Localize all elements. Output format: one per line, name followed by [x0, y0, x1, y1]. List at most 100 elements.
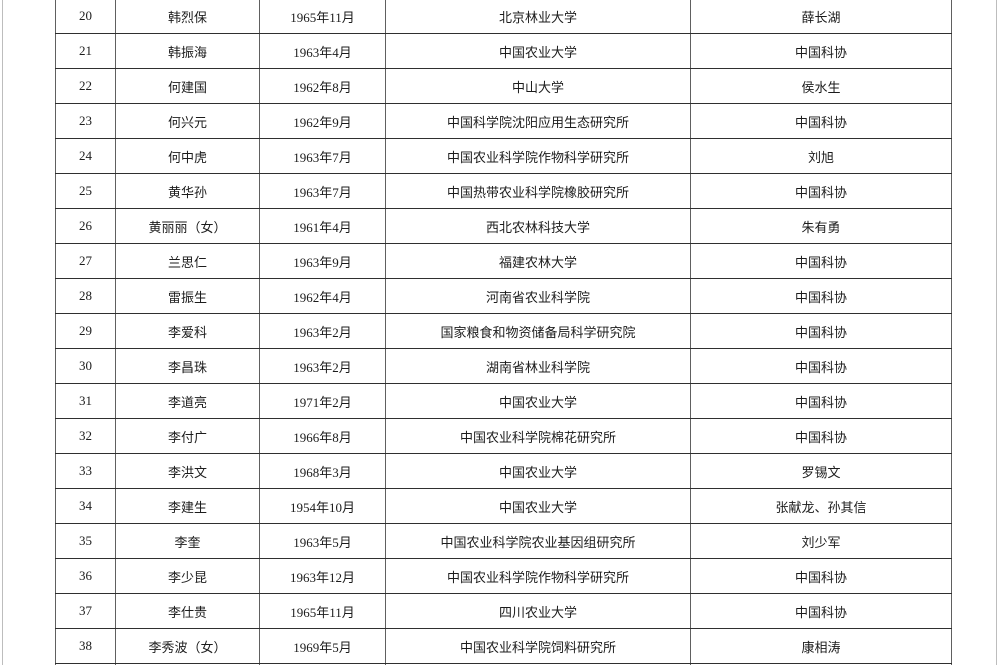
cell-recommender: 中国科协 [690, 173, 952, 209]
cell-name: 韩振海 [115, 33, 260, 69]
cell-name: 李奎 [115, 523, 260, 559]
cell-number: 35 [55, 523, 116, 559]
candidate-roster-table: 20 韩烈保 1965年11月 北京林业大学 薛长湖 21 韩振海 1963年4月 中国农业大学… [55, 0, 952, 665]
cell-recommender: 刘少军 [690, 523, 952, 559]
cell-recommender: 中国科协 [690, 418, 952, 454]
cell-number: 37 [55, 593, 116, 629]
cell-institution: 中国农业科学院作物科学研究所 [385, 138, 691, 174]
cell-birth-date: 1963年2月 [259, 348, 386, 384]
cell-name: 黄丽丽（女） [115, 208, 260, 244]
cell-birth-date: 1962年9月 [259, 103, 386, 139]
cell-number: 32 [55, 418, 116, 454]
cell-institution: 四川农业大学 [385, 593, 691, 629]
cell-birth-date: 1963年4月 [259, 33, 386, 69]
cell-name: 李少昆 [115, 558, 260, 594]
cell-birth-date: 1965年11月 [259, 0, 386, 34]
cell-name: 李洪文 [115, 453, 260, 489]
cell-number: 25 [55, 173, 116, 209]
cell-name: 李仕贵 [115, 593, 260, 629]
table-row: 22 何建国 1962年8月 中山大学 侯水生 [55, 68, 952, 104]
cell-number: 24 [55, 138, 116, 174]
table-row: 25 黄华孙 1963年7月 中国热带农业科学院橡胶研究所 中国科协 [55, 173, 952, 209]
cell-name: 李昌珠 [115, 348, 260, 384]
cell-name: 兰思仁 [115, 243, 260, 279]
cell-institution: 中国热带农业科学院橡胶研究所 [385, 173, 691, 209]
cell-name: 何中虎 [115, 138, 260, 174]
cell-institution: 北京林业大学 [385, 0, 691, 34]
cell-recommender: 中国科协 [690, 33, 952, 69]
cell-recommender: 康相涛 [690, 628, 952, 664]
cell-recommender: 中国科协 [690, 558, 952, 594]
table-row: 37 李仕贵 1965年11月 四川农业大学 中国科协 [55, 593, 952, 629]
cell-birth-date: 1966年8月 [259, 418, 386, 454]
cell-birth-date: 1968年3月 [259, 453, 386, 489]
cell-number: 26 [55, 208, 116, 244]
cell-recommender: 中国科协 [690, 593, 952, 629]
table-row: 35 李奎 1963年5月 中国农业科学院农业基因组研究所 刘少军 [55, 523, 952, 559]
cell-institution: 中国农业大学 [385, 383, 691, 419]
cell-name: 韩烈保 [115, 0, 260, 34]
cell-birth-date: 1954年10月 [259, 488, 386, 524]
cell-birth-date: 1962年8月 [259, 68, 386, 104]
cell-institution: 中山大学 [385, 68, 691, 104]
table-row: 24 何中虎 1963年7月 中国农业科学院作物科学研究所 刘旭 [55, 138, 952, 174]
cell-institution: 中国农业科学院农业基因组研究所 [385, 523, 691, 559]
cell-recommender: 中国科协 [690, 348, 952, 384]
cell-birth-date: 1963年7月 [259, 138, 386, 174]
cell-recommender: 薛长湖 [690, 0, 952, 34]
cell-number: 34 [55, 488, 116, 524]
cell-institution: 中国农业大学 [385, 453, 691, 489]
table-row: 38 李秀波（女） 1969年5月 中国农业科学院饲料研究所 康相涛 [55, 628, 952, 664]
cell-number: 30 [55, 348, 116, 384]
cell-name: 何兴元 [115, 103, 260, 139]
cell-birth-date: 1969年5月 [259, 628, 386, 664]
table-row: 21 韩振海 1963年4月 中国农业大学 中国科协 [55, 33, 952, 69]
cell-number: 29 [55, 313, 116, 349]
cell-birth-date: 1963年12月 [259, 558, 386, 594]
table-row: 33 李洪文 1968年3月 中国农业大学 罗锡文 [55, 453, 952, 489]
cell-institution: 福建农林大学 [385, 243, 691, 279]
cell-number: 22 [55, 68, 116, 104]
cell-birth-date: 1963年2月 [259, 313, 386, 349]
table-row: 27 兰思仁 1963年9月 福建农林大学 中国科协 [55, 243, 952, 279]
cell-institution: 中国农业科学院饲料研究所 [385, 628, 691, 664]
table-row: 31 李道亮 1971年2月 中国农业大学 中国科协 [55, 383, 952, 419]
page-right-edge-line [996, 0, 997, 665]
cell-number: 21 [55, 33, 116, 69]
table-row: 23 何兴元 1962年9月 中国科学院沈阳应用生态研究所 中国科协 [55, 103, 952, 139]
cell-name: 李付广 [115, 418, 260, 454]
cell-recommender: 张献龙、孙其信 [690, 488, 952, 524]
cell-name: 李秀波（女） [115, 628, 260, 664]
table-row-partial [55, 663, 952, 665]
cell-recommender: 中国科协 [690, 313, 952, 349]
table-row: 26 黄丽丽（女） 1961年4月 西北农林科技大学 朱有勇 [55, 208, 952, 244]
cell-number: 27 [55, 243, 116, 279]
cell-number: 38 [55, 628, 116, 664]
cell-birth-date: 1963年7月 [259, 173, 386, 209]
table-row: 34 李建生 1954年10月 中国农业大学 张献龙、孙其信 [55, 488, 952, 524]
cell-institution: 中国科学院沈阳应用生态研究所 [385, 103, 691, 139]
cell-institution: 中国农业大学 [385, 33, 691, 69]
table-row: 30 李昌珠 1963年2月 湖南省林业科学院 中国科协 [55, 348, 952, 384]
cell-name: 李道亮 [115, 383, 260, 419]
table-row: 20 韩烈保 1965年11月 北京林业大学 薛长湖 [55, 0, 952, 34]
cell-recommender: 刘旭 [690, 138, 952, 174]
cell-number: 31 [55, 383, 116, 419]
table-row: 32 李付广 1966年8月 中国农业科学院棉花研究所 中国科协 [55, 418, 952, 454]
cell-recommender [690, 663, 952, 665]
cell-number: 20 [55, 0, 116, 34]
cell-name: 李建生 [115, 488, 260, 524]
cell-name: 何建国 [115, 68, 260, 104]
cell-recommender: 中国科协 [690, 243, 952, 279]
table-row: 29 李爱科 1963年2月 国家粮食和物资储备局科学研究院 中国科协 [55, 313, 952, 349]
cell-institution: 中国农业科学院作物科学研究所 [385, 558, 691, 594]
cell-birth-date: 1963年5月 [259, 523, 386, 559]
table-row: 36 李少昆 1963年12月 中国农业科学院作物科学研究所 中国科协 [55, 558, 952, 594]
cell-birth-date: 1962年4月 [259, 278, 386, 314]
cell-institution: 国家粮食和物资储备局科学研究院 [385, 313, 691, 349]
cell-number: 36 [55, 558, 116, 594]
cell-recommender: 中国科协 [690, 383, 952, 419]
cell-institution: 河南省农业科学院 [385, 278, 691, 314]
cell-recommender: 侯水生 [690, 68, 952, 104]
cell-institution: 中国农业科学院棉花研究所 [385, 418, 691, 454]
